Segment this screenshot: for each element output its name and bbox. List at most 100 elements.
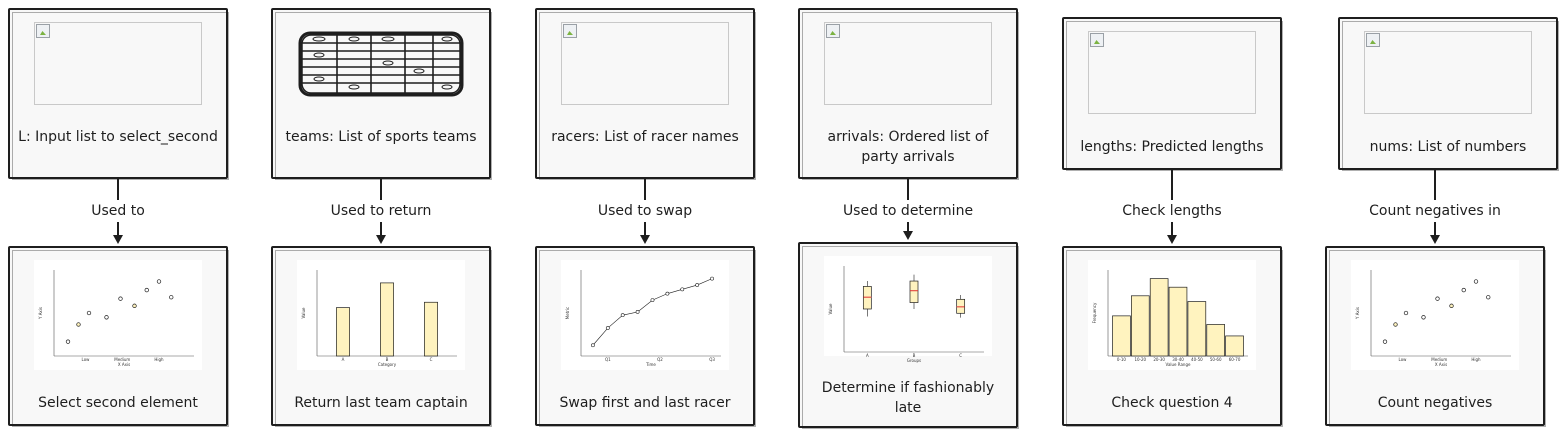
bar [1168, 286, 1188, 357]
node-label: Swap first and last racer [559, 395, 731, 411]
box [956, 298, 966, 314]
output-node-6[interactable]: X Axis Y Axis Low Medium High Count negative… [1325, 246, 1546, 427]
scatter-point [144, 287, 149, 293]
x-tick-label: C [959, 353, 962, 358]
histogram-chart: Value Range Frequency 0-10 10-20 20-30 30-40 4… [1088, 260, 1256, 370]
node-label: lengths: Predicted lengths [1080, 139, 1264, 155]
edge-label: Used to [87, 200, 149, 222]
x-tick-label: Q2 [657, 357, 663, 362]
scatter-point [1421, 315, 1426, 320]
x-tick-label: A [342, 357, 345, 362]
bar [1131, 295, 1150, 357]
bar [1187, 301, 1207, 357]
scatter-point [118, 296, 123, 301]
input-node-2[interactable]: teams: List of sports teams [271, 8, 492, 180]
line-point [695, 283, 700, 287]
scatter-point [1473, 279, 1479, 284]
broken-image-icon [1366, 33, 1380, 47]
line-chart: Time Metric Q1 Q2 Q3 [561, 260, 729, 370]
broken-image-icon [826, 24, 840, 38]
y-axis-label: Value [301, 307, 306, 319]
scatter-chart: X Axis Y Axis Low Medium High [34, 260, 202, 370]
image-placeholder [1364, 31, 1532, 114]
scatter-point [156, 279, 162, 284]
bar-chart: Category Value A B C [297, 260, 465, 370]
input-node-1[interactable]: L: Input list to select_second [8, 8, 229, 180]
node-label: Determine if fashionably late [821, 380, 995, 416]
input-node-5[interactable]: lengths: Predicted lengths [1062, 17, 1283, 171]
arrowhead-icon [113, 235, 123, 244]
bar [1112, 315, 1131, 357]
y-axis-label: Value [828, 303, 833, 315]
image-placeholder [1088, 31, 1256, 114]
output-node-2[interactable]: Category Value A B C Return last team captai… [271, 246, 492, 427]
output-node-1[interactable]: X Axis Y Axis Low Medium High Select second … [8, 246, 229, 427]
input-node-3[interactable]: racers: List of racer names [535, 8, 756, 180]
scatter-point [1449, 303, 1454, 308]
x-tick-label: High [1471, 357, 1481, 362]
bar [380, 282, 394, 357]
arrowhead-icon [1167, 235, 1177, 244]
x-tick-label: 50-60 [1210, 357, 1222, 362]
arrowhead-icon [1430, 235, 1440, 244]
output-node-4[interactable]: Groups Value A B C Determine if fashionably … [798, 242, 1019, 429]
x-axis-label: X Axis [1435, 362, 1447, 367]
arrowhead-icon [376, 235, 386, 244]
x-tick-label: Low [82, 357, 91, 362]
x-tick-label: High [154, 357, 164, 362]
box [909, 280, 919, 303]
scatter-point [169, 295, 174, 300]
node-label: Check question 4 [1111, 395, 1233, 411]
edge-label: Check lengths [1118, 200, 1226, 222]
box-plot-chart: Groups Value A B C [824, 256, 992, 363]
node-label: Return last team captain [294, 395, 468, 411]
node-label: L: Input list to select_second [18, 129, 218, 145]
x-tick-label: Low [1399, 357, 1408, 362]
y-axis-label: Frequency [1092, 302, 1097, 323]
bar [1225, 335, 1244, 357]
y-axis-label: Metric [565, 307, 570, 319]
line-point [710, 276, 714, 281]
image-placeholder [34, 22, 202, 105]
x-tick-label: B [913, 353, 916, 358]
input-node-6[interactable]: nums: List of numbers [1338, 17, 1559, 171]
scatter-point [1486, 295, 1491, 300]
x-tick-label: 60-70 [1229, 357, 1241, 362]
input-node-4[interactable]: arrivals: Ordered list of party arrivals [798, 8, 1019, 180]
x-tick-label: Q1 [605, 357, 611, 362]
line-point [605, 326, 610, 330]
output-node-5[interactable]: Value Range Frequency 0-10 10-20 20-30 30-40 4… [1062, 246, 1283, 427]
line-point [665, 291, 670, 296]
image-placeholder [824, 22, 992, 105]
x-tick-label: Q3 [709, 357, 715, 362]
x-tick-label: 10-20 [1134, 357, 1146, 362]
node-label: nums: List of numbers [1369, 139, 1527, 155]
broken-image-icon [36, 24, 50, 38]
x-tick-label: 30-40 [1172, 357, 1184, 362]
line-point [650, 298, 655, 303]
edge-label: Used to determine [838, 200, 978, 222]
y-axis-label: Y Axis [38, 307, 43, 320]
scatter-point [132, 303, 137, 308]
image-placeholder [561, 22, 729, 105]
edge-label: Used to swap [593, 200, 697, 222]
x-axis-label: X Axis [118, 362, 130, 367]
scatter-point [1382, 339, 1388, 344]
x-tick-label: A [866, 353, 869, 358]
output-node-3[interactable]: Time Metric Q1 Q2 Q3 Swap first and last rac… [535, 246, 756, 427]
scatter-point [65, 339, 71, 344]
node-label: Select second element [38, 395, 198, 411]
arrowhead-icon [640, 235, 650, 244]
node-label: teams: List of sports teams [285, 129, 477, 145]
x-tick-label: 0-10 [1117, 357, 1127, 362]
series-line [592, 278, 713, 346]
scatter-point [1403, 310, 1409, 316]
scatter-point [76, 322, 81, 327]
scatter-point [104, 315, 109, 320]
x-tick-label: Medium [1431, 357, 1447, 362]
scatter-point [86, 310, 92, 316]
bar [1149, 278, 1169, 357]
x-axis-label: Category [378, 362, 397, 367]
line-point [680, 287, 685, 292]
edge-label: Count negatives in [1365, 200, 1505, 222]
